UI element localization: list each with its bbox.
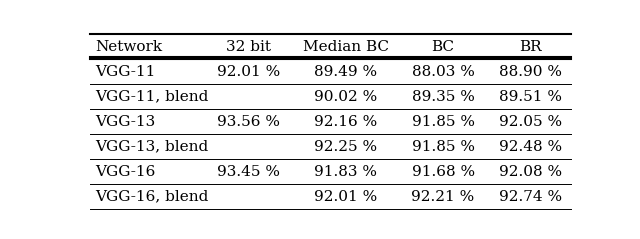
Text: 92.74 %: 92.74 % <box>499 190 562 204</box>
Text: BR: BR <box>519 40 541 54</box>
Text: 91.68 %: 91.68 % <box>412 165 475 179</box>
Text: VGG-11, blend: VGG-11, blend <box>95 90 208 104</box>
Text: 93.56 %: 93.56 % <box>217 115 280 129</box>
Text: Median BC: Median BC <box>303 40 389 54</box>
Text: VGG-13, blend: VGG-13, blend <box>95 140 208 154</box>
Text: VGG-16, blend: VGG-16, blend <box>95 190 208 204</box>
Text: 88.03 %: 88.03 % <box>412 65 474 79</box>
Text: 92.48 %: 92.48 % <box>499 140 562 154</box>
Text: VGG-11: VGG-11 <box>95 65 156 79</box>
Text: 92.21 %: 92.21 % <box>412 190 475 204</box>
Text: 92.05 %: 92.05 % <box>499 115 562 129</box>
Text: 92.01 %: 92.01 % <box>217 65 280 79</box>
Text: 93.45 %: 93.45 % <box>217 165 280 179</box>
Text: 89.51 %: 89.51 % <box>499 90 561 104</box>
Text: 92.25 %: 92.25 % <box>314 140 378 154</box>
Text: 91.85 %: 91.85 % <box>412 140 475 154</box>
Text: 90.02 %: 90.02 % <box>314 90 378 104</box>
Text: 91.83 %: 91.83 % <box>314 165 378 179</box>
Text: 88.90 %: 88.90 % <box>499 65 561 79</box>
Text: 92.16 %: 92.16 % <box>314 115 378 129</box>
Text: 89.49 %: 89.49 % <box>314 65 378 79</box>
Text: 89.35 %: 89.35 % <box>412 90 474 104</box>
Text: 32 bit: 32 bit <box>226 40 271 54</box>
Text: 91.85 %: 91.85 % <box>412 115 475 129</box>
Text: 92.08 %: 92.08 % <box>499 165 562 179</box>
Text: BC: BC <box>431 40 454 54</box>
Text: 92.01 %: 92.01 % <box>314 190 378 204</box>
Text: VGG-16: VGG-16 <box>95 165 156 179</box>
Text: Network: Network <box>95 40 162 54</box>
Text: VGG-13: VGG-13 <box>95 115 155 129</box>
